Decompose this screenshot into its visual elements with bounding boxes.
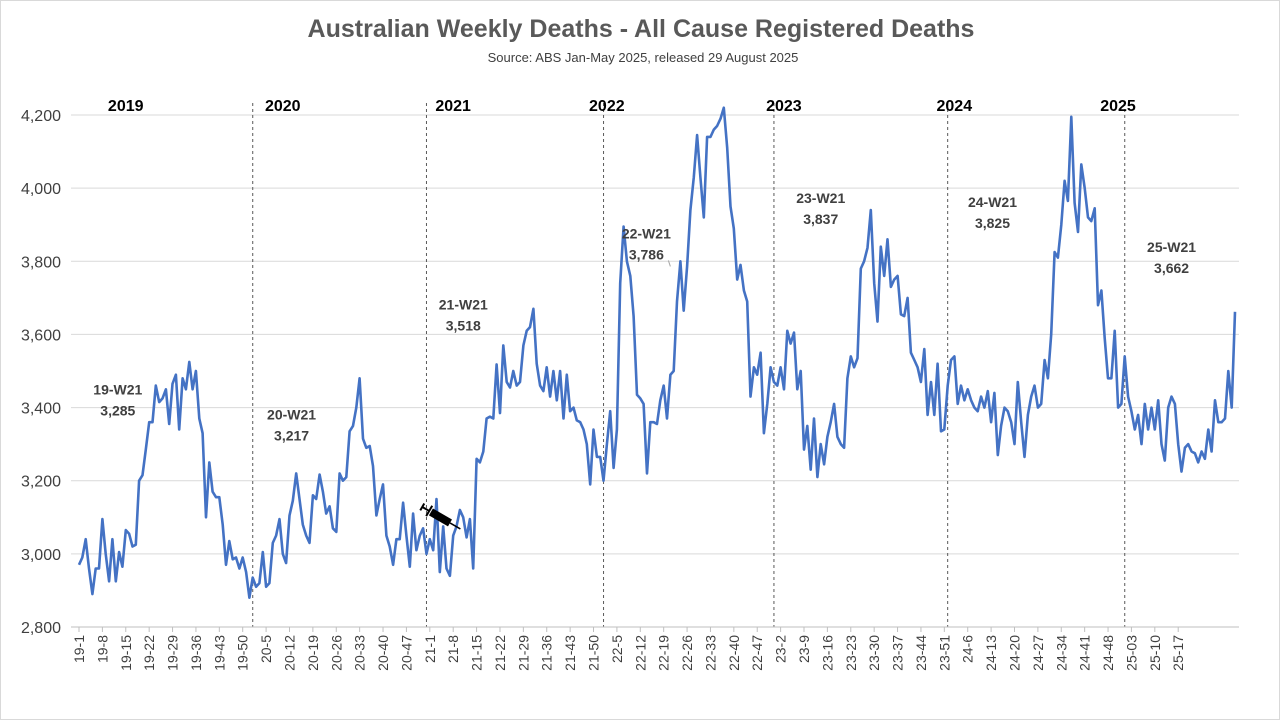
y-tick-label: 3,200 xyxy=(21,474,61,491)
annotation-value: 3,662 xyxy=(1154,260,1189,276)
series-line xyxy=(77,106,1237,599)
year-label: 2024 xyxy=(937,98,973,115)
x-tick-label: 24-34 xyxy=(1053,635,1069,671)
annotation-value: 3,285 xyxy=(100,403,135,419)
syringe-plunger xyxy=(421,506,430,512)
x-tick-label: 20-26 xyxy=(328,635,344,671)
x-tick-label: 22-12 xyxy=(632,635,648,671)
annotation-value: 3,518 xyxy=(446,317,481,333)
x-tick-label: 19-29 xyxy=(165,635,181,671)
y-tick-label: 4,200 xyxy=(21,108,61,125)
x-tick-label: 24-27 xyxy=(1030,635,1046,671)
x-tick-label: 25-03 xyxy=(1123,635,1139,671)
year-label: 2020 xyxy=(265,98,301,115)
x-axis-ticks: 19-1 19-8 19-15 19-22 19-29 19-36 19-43 19-50 20… xyxy=(71,635,1186,671)
x-tick-label: 23-44 xyxy=(913,635,929,671)
x-tick-label: 21-29 xyxy=(515,635,531,671)
annotation-week: 19-W21 xyxy=(93,382,142,398)
annotation-week: 22-W21 xyxy=(622,225,671,241)
y-tick-label: 2,800 xyxy=(21,620,61,637)
x-axis xyxy=(71,626,1239,632)
x-tick-label: 20-40 xyxy=(375,635,391,671)
year-label: 2023 xyxy=(766,98,802,115)
syringe-thumb xyxy=(419,502,426,511)
x-tick-label: 20-19 xyxy=(305,635,321,671)
syringe-shape xyxy=(419,502,461,530)
y-tick-label: 3,800 xyxy=(21,254,61,271)
x-tick-label: 25-17 xyxy=(1170,635,1186,671)
x-tick-label: 24-13 xyxy=(983,635,999,671)
year-dividers xyxy=(252,103,1126,627)
x-tick-label: 23-23 xyxy=(843,635,859,671)
annotation-week: 20-W21 xyxy=(267,406,316,422)
x-tick-label: 19-36 xyxy=(188,635,204,671)
syringe-barrel xyxy=(428,508,452,527)
x-tick-label: 21-43 xyxy=(562,635,578,671)
x-tick-label: 22-19 xyxy=(656,635,672,671)
y-axis-ticks: 2,800 3,000 3,200 3,400 3,600 3,800 4,000 4,200 xyxy=(21,108,61,637)
y-tick-label: 3,000 xyxy=(21,547,61,564)
annotation-week: 25-W21 xyxy=(1147,239,1196,255)
x-tick-label: 22-33 xyxy=(702,635,718,671)
x-tick-label: 21-22 xyxy=(492,635,508,671)
x-tick-label: 19-50 xyxy=(235,635,251,671)
x-tick-label: 21-50 xyxy=(586,635,602,671)
week21-annotations: 19-W21 3,285 20-W21 3,217 21-W21 3,518 22-W21 3… xyxy=(93,190,1196,444)
x-tick-label: 21-15 xyxy=(469,635,485,671)
x-tick-label: 19-15 xyxy=(118,635,134,671)
x-tick-label: 23-9 xyxy=(796,635,812,663)
x-tick-label: 21-1 xyxy=(422,635,438,663)
x-tick-label: 20-47 xyxy=(398,635,414,671)
year-label: 2022 xyxy=(589,98,625,115)
x-tick-label: 22-40 xyxy=(726,635,742,671)
x-tick-label: 21-36 xyxy=(539,635,555,671)
year-label: 2019 xyxy=(108,98,144,115)
x-tick-label: 22-5 xyxy=(609,635,625,663)
chart-title: Australian Weekly Deaths - All Cause Reg… xyxy=(308,15,975,43)
syringe-icon xyxy=(419,502,461,530)
x-tick-label: 19-22 xyxy=(141,635,157,671)
x-tick-label: 24-6 xyxy=(960,635,976,663)
x-tick-label: 23-51 xyxy=(936,635,952,671)
x-tick-label: 24-20 xyxy=(1006,635,1022,671)
x-tick-label: 21-8 xyxy=(445,635,461,663)
annotation-leader xyxy=(667,260,671,267)
chart-subtitle: Source: ABS Jan-May 2025, released 29 Au… xyxy=(488,50,799,65)
y-tick-label: 3,400 xyxy=(21,401,61,418)
annotation-week: 23-W21 xyxy=(796,190,845,206)
x-tick-label: 22-26 xyxy=(679,635,695,671)
x-tick-label: 25-10 xyxy=(1147,635,1163,671)
year-labels: 2019 2020 2021 2022 2023 2024 2025 xyxy=(108,98,1136,115)
x-tick-label: 20-12 xyxy=(281,635,297,671)
y-tick-label: 4,000 xyxy=(21,181,61,198)
x-tick-label: 20-33 xyxy=(352,635,368,671)
gridlines xyxy=(71,114,1239,555)
annotation-value: 3,217 xyxy=(274,427,309,443)
annotation-week: 21-W21 xyxy=(439,296,488,312)
x-tick-label: 23-2 xyxy=(773,635,789,663)
syringe-grip xyxy=(425,505,434,517)
x-tick-label: 23-16 xyxy=(819,635,835,671)
x-tick-label: 19-1 xyxy=(71,635,87,663)
year-label: 2025 xyxy=(1100,98,1136,115)
x-tick-label: 23-37 xyxy=(890,635,906,671)
x-tick-label: 19-43 xyxy=(211,635,227,671)
syringe-needle xyxy=(449,522,461,530)
annotation-value: 3,837 xyxy=(803,211,838,227)
year-label: 2021 xyxy=(435,98,471,115)
x-tick-label: 24-41 xyxy=(1077,635,1093,671)
annotation-value: 3,825 xyxy=(975,215,1010,231)
annotation-week: 24-W21 xyxy=(968,194,1017,210)
weekly-deaths-series xyxy=(77,106,1237,599)
x-tick-label: 19-8 xyxy=(94,635,110,663)
x-tick-label: 22-47 xyxy=(749,635,765,671)
x-tick-label: 23-30 xyxy=(866,635,882,671)
annotation-value: 3,786 xyxy=(629,246,664,262)
x-tick-label: 20-5 xyxy=(258,635,274,663)
x-tick-label: 24-48 xyxy=(1100,635,1116,671)
y-tick-label: 3,600 xyxy=(21,327,61,344)
